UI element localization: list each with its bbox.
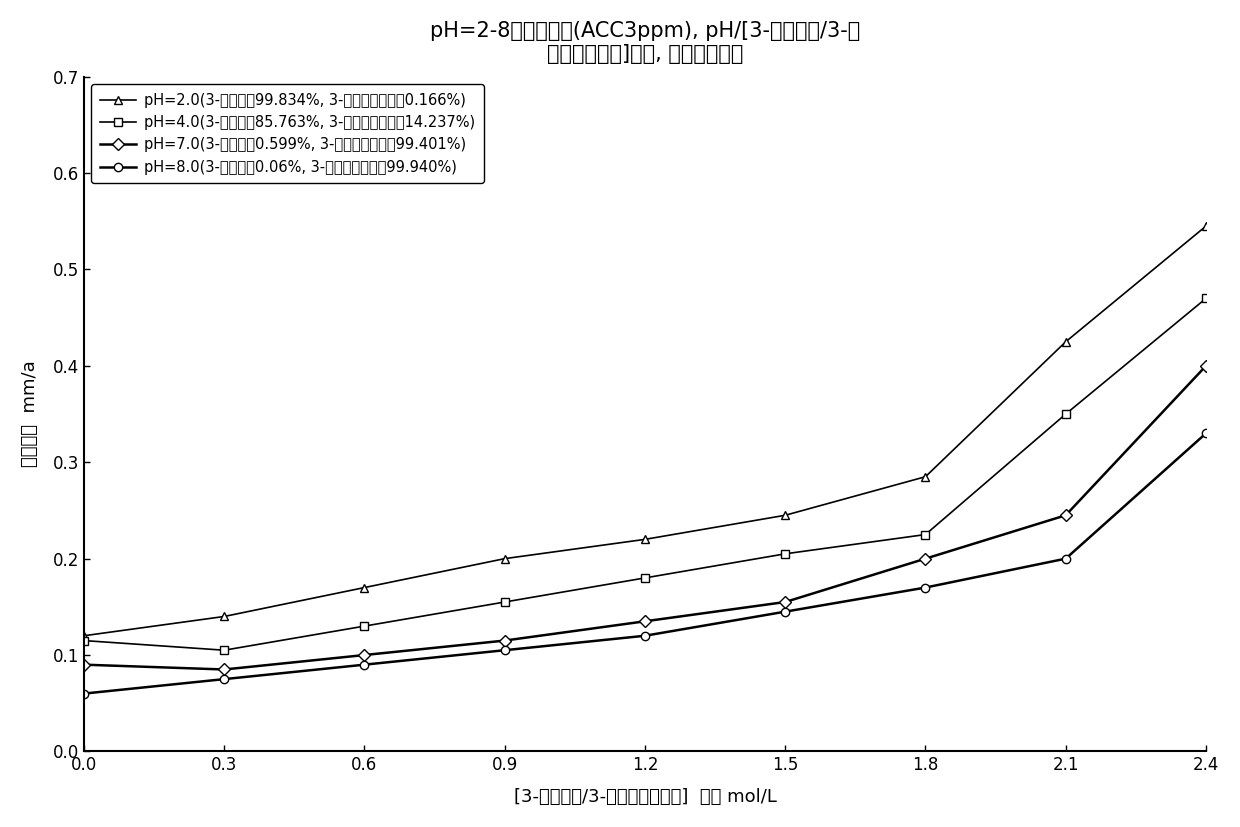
Legend: pH=2.0(3-甲基丁酸99.834%, 3-甲基丁酸根离子0.166%), pH=4.0(3-甲基丁酸85.763%, 3-甲基丁酸根离子14.237%),: pH=2.0(3-甲基丁酸99.834%, 3-甲基丁酸根离子0.166%), … — [92, 84, 484, 184]
Y-axis label: 腑蚀速率  mm/a: 腑蚀速率 mm/a — [21, 361, 38, 467]
X-axis label: [3-甲基丁酸/3-甲基丁酸根离子]  含量 mol/L: [3-甲基丁酸/3-甲基丁酸根离子] 含量 mol/L — [513, 788, 776, 806]
Title: pH=2-8氧化性体系(ACC3ppm), pH/[3-甲基丁酸/3-甲
基丁酸根离子]协同, 对铜的腐蚀性: pH=2-8氧化性体系(ACC3ppm), pH/[3-甲基丁酸/3-甲 基丁酸… — [430, 21, 861, 64]
